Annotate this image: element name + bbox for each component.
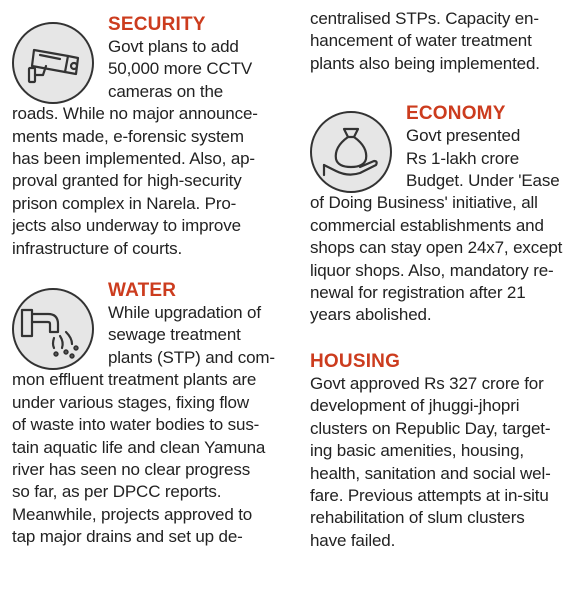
economy-text-line: newal for registration after 21: [310, 283, 526, 303]
water-text-line: under various stages, fixing flow: [12, 392, 249, 412]
water-continued-line: centralised STPs. Capacity en-: [310, 9, 539, 28]
right-column: centralised STPs. Capacity en- hancement…: [310, 0, 572, 550]
economy-text-line: shops can stay open 24x7, except: [310, 238, 563, 258]
water-text-line: plants (STP) and com-: [108, 347, 275, 367]
security-heading: SECURITY: [108, 14, 206, 35]
housing-text-line: Govt approved Rs 327 crore for: [310, 373, 544, 393]
water-text-line: tain aquatic life and clean Yamuna: [12, 437, 266, 457]
left-column: SECURITY Govt plans to add 50,000 more C…: [12, 0, 300, 546]
economy-text-line: Govt presented: [406, 126, 521, 146]
water-continued-line: hancement of water treatment: [310, 31, 532, 51]
water-text-line: mon effluent treatment plants are: [12, 370, 257, 390]
section-housing: HOUSING Govt approved Rs 327 crore for d…: [310, 351, 572, 552]
housing-text-line: health, sanitation and social wel-: [310, 463, 551, 483]
water-text-line: tap major drains and set up de-: [12, 527, 243, 547]
economy-text-line: Rs 1-lakh crore: [406, 148, 520, 168]
cctv-camera-icon: [10, 20, 96, 106]
housing-text-line: clusters on Republic Day, target-: [310, 418, 551, 438]
money-bag-hand-icon: [308, 109, 394, 195]
housing-text-line: rehabilitation of slum clusters: [310, 508, 525, 528]
economy-text-line: liquor shops. Also, mandatory re-: [310, 260, 554, 280]
water-text-line: While upgradation of: [108, 303, 261, 323]
water-text-line: sewage treatment: [108, 325, 241, 345]
section-water: WATER While upgradation of sewage treatm…: [12, 280, 300, 548]
economy-text-line: of Doing Business' initiative, all: [310, 193, 538, 213]
economy-text-line: Budget. Under 'Ease: [406, 171, 560, 191]
housing-text-line: ing basic amenities, housing,: [310, 441, 524, 461]
security-text-line: cameras on the: [108, 81, 224, 101]
water-text-line: so far, as per DPCC reports.: [12, 482, 222, 502]
security-text-line: 50,000 more CCTV: [108, 59, 253, 79]
security-text-line: infrastructure of courts.: [12, 238, 183, 258]
security-text-line: ments made, e-forensic system: [12, 126, 244, 146]
housing-text-line: fare. Previous attempts at in-situ: [310, 485, 549, 505]
economy-text-line: commercial establishments and: [310, 215, 544, 235]
housing-heading: HOUSING: [310, 350, 401, 372]
security-text-line: roads. While no major announce-: [12, 104, 258, 124]
security-text-line: prison complex in Narela. Pro-: [12, 193, 237, 213]
security-text-line: has been implemented. Also, ap-: [12, 149, 255, 169]
section-water-continued: centralised STPs. Capacity en- hancement…: [310, 8, 572, 75]
housing-text-line: development of jhuggi-jhopri: [310, 396, 520, 416]
water-heading: WATER: [108, 280, 177, 302]
water-continued-line: plants also being implemented.: [310, 53, 540, 73]
housing-text-line: have failed.: [310, 530, 396, 550]
economy-text-line: years abolished.: [310, 305, 432, 325]
security-text-line: jects also underway to improve: [12, 216, 241, 236]
sewage-pipe-icon: [10, 286, 96, 372]
section-economy: ECONOMY Govt presented Rs 1-lakh crore B…: [310, 103, 572, 327]
water-text-line: of waste into water bodies to sus-: [12, 415, 260, 435]
water-text-line: river has seen no clear progress: [12, 459, 251, 479]
section-security: SECURITY Govt plans to add 50,000 more C…: [12, 14, 300, 260]
security-text-line: proval granted for high-security: [12, 171, 242, 191]
economy-heading: ECONOMY: [406, 103, 506, 125]
security-text-line: Govt plans to add: [108, 37, 239, 56]
water-text-line: Meanwhile, projects approved to: [12, 504, 253, 524]
